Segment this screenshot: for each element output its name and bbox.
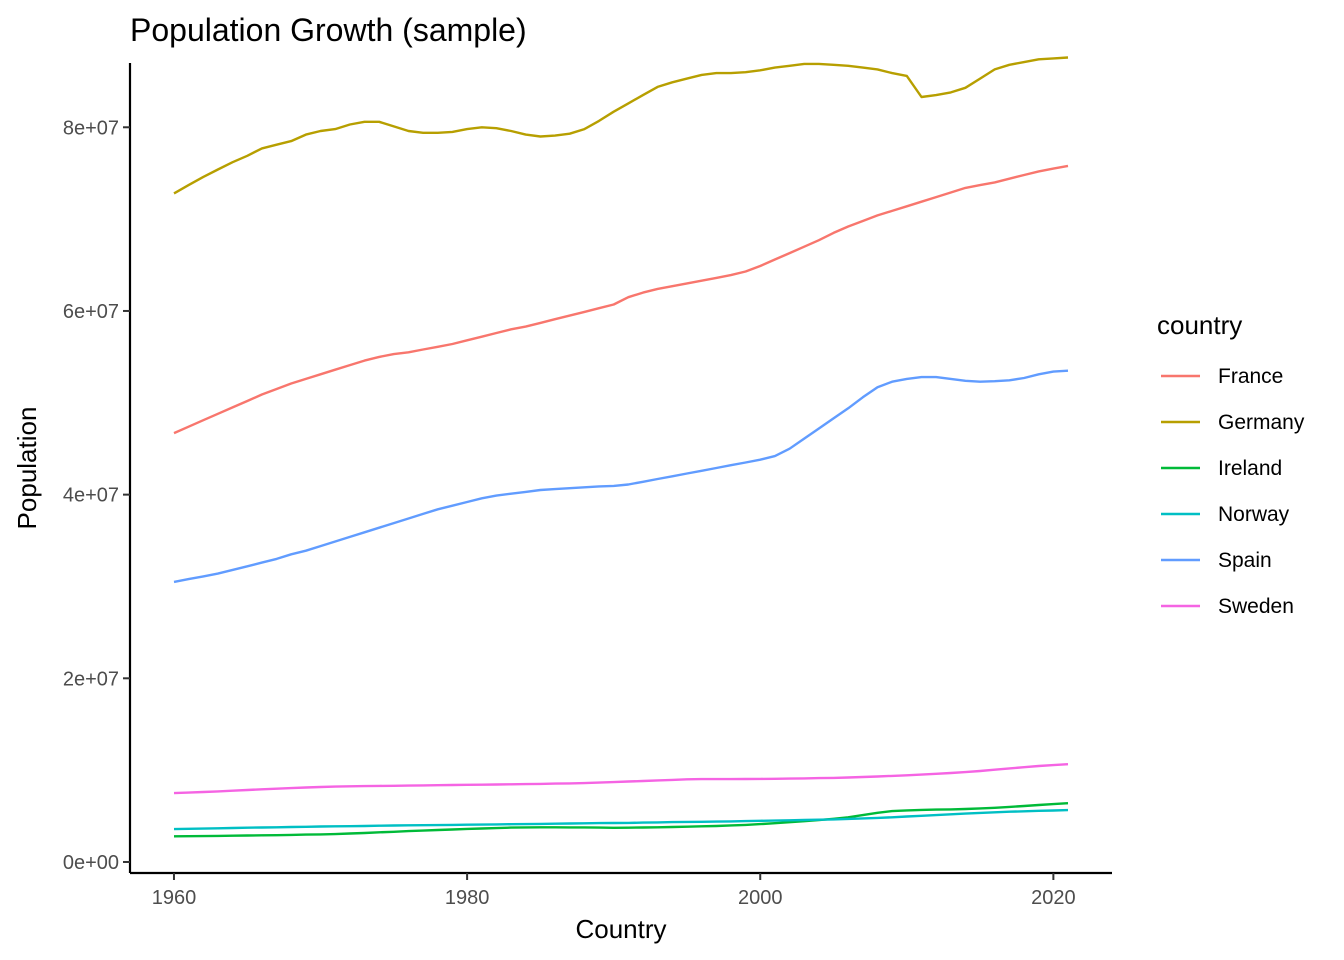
legend: country France Germany Ireland Norway Spain S… <box>1157 310 1305 618</box>
x-tick-label: 2020 <box>1031 887 1076 909</box>
legend-label-spain: Spain <box>1218 549 1272 572</box>
legend-label-norway: Norway <box>1218 503 1290 526</box>
series-line-sweden <box>173 763 1069 795</box>
y-tick-label: 0e+00 <box>63 852 119 874</box>
y-axis-title: Population <box>12 407 42 530</box>
legend-title: country <box>1157 310 1242 340</box>
x-tick-label: 2000 <box>738 887 783 909</box>
x-tick-label: 1960 <box>152 887 197 909</box>
chart-title: Population Growth (sample) <box>130 12 527 48</box>
y-tick-label: 4e+07 <box>63 485 119 507</box>
y-tick-label: 6e+07 <box>63 301 119 323</box>
series-layer <box>173 56 1069 838</box>
series-line-germany <box>173 56 1069 195</box>
legend-label-france: France <box>1218 365 1283 388</box>
legend-items: France Germany Ireland Norway Spain Sweden <box>1161 365 1305 618</box>
series-line-norway <box>173 808 1069 831</box>
series-line-france <box>173 164 1069 435</box>
x-axis-ticks: 1960 1980 2000 2020 <box>152 873 1076 909</box>
y-axis-ticks: 0e+00 2e+07 4e+07 6e+07 8e+07 <box>63 117 130 874</box>
y-tick-label: 8e+07 <box>63 117 119 139</box>
legend-label-germany: Germany <box>1218 411 1305 434</box>
legend-label-sweden: Sweden <box>1218 595 1294 618</box>
series-line-spain <box>173 369 1069 584</box>
legend-label-ireland: Ireland <box>1218 457 1282 480</box>
x-axis-title: Country <box>575 914 666 944</box>
x-tick-label: 1980 <box>445 887 490 909</box>
series-line-ireland <box>173 802 1069 838</box>
y-tick-label: 2e+07 <box>63 668 119 690</box>
